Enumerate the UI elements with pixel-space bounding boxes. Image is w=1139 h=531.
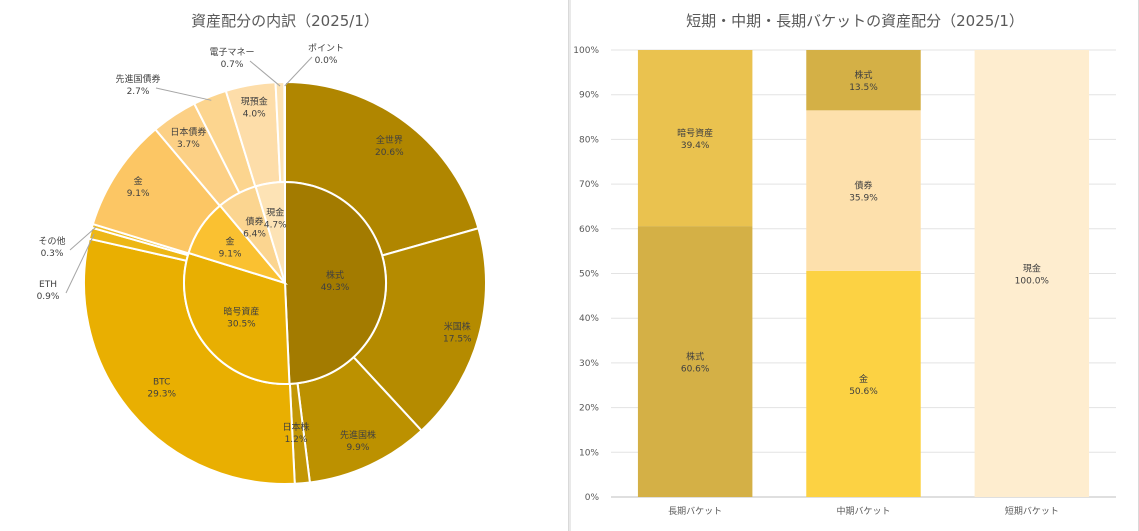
outer-label-10: 現預金: [241, 96, 268, 108]
y-tick-5: 50%: [579, 270, 599, 280]
doughnut-chart-panel: 資産配分の内訳（2025/1） 株式 49.3% 暗号資産 30.5% 金 9.1% 債券 6…: [0, 0, 569, 531]
bar-seg-label-0-1: 暗号資産: [677, 127, 713, 139]
callout-line-12: [284, 56, 313, 87]
bar-seg-label-2-0: 現金: [1023, 263, 1041, 275]
outer-value-7: 9.1%: [127, 189, 150, 199]
bar-segment-0-0: [637, 226, 753, 498]
y-tick-10: 100%: [573, 46, 599, 56]
inner-value-3: 6.4%: [243, 230, 266, 240]
inner-label-2: 金: [226, 235, 235, 247]
callout-line-11: [249, 60, 281, 87]
y-tick-2: 20%: [579, 404, 599, 414]
outer-value-11: 0.7%: [221, 60, 244, 70]
outer-value-10: 4.0%: [243, 110, 266, 120]
bar-segment-1-0: [806, 270, 921, 497]
bar-segment-2-0: [974, 50, 1090, 497]
y-tick-6: 60%: [579, 225, 599, 235]
inner-slice-4: [254, 180, 286, 284]
x-tick-2: 短期バケット: [1005, 505, 1059, 517]
callout-line-5: [65, 233, 95, 294]
bar-seg-label-1-0: 金: [859, 373, 868, 385]
inner-value-0: 49.3%: [321, 283, 350, 293]
inner-label-0: 株式: [326, 269, 344, 281]
y-tick-9: 90%: [579, 91, 599, 101]
outer-label-9: 先進国債券: [115, 73, 160, 85]
y-tick-1: 10%: [579, 448, 599, 458]
outer-value-6: 0.3%: [41, 249, 64, 259]
bar-seg-value-0-0: 60.6%: [681, 365, 710, 375]
bar-segment-0-1: [637, 50, 753, 227]
y-tick-7: 70%: [579, 180, 599, 190]
outer-value-0: 20.6%: [375, 148, 404, 158]
inner-value-4: 4.7%: [264, 221, 287, 231]
x-tick-1: 中期バケット: [836, 505, 890, 517]
doughnut-chart: 資産配分の内訳（2025/1） 株式 49.3% 暗号資産 30.5% 金 9.1% 債券 6…: [37, 12, 487, 485]
outer-value-9: 2.7%: [127, 87, 150, 97]
bar-seg-label-1-1: 債券: [854, 180, 872, 192]
y-tick-3: 30%: [579, 359, 599, 369]
inner-slice-0: [284, 180, 387, 385]
y-tick-4: 40%: [579, 314, 599, 324]
bar-seg-value-1-0: 50.6%: [849, 387, 878, 397]
inner-value-1: 30.5%: [227, 320, 256, 330]
bar-seg-value-0-1: 39.4%: [681, 141, 710, 151]
outer-label-7: 金: [134, 175, 143, 187]
bar-segment-1-2: [806, 50, 921, 111]
outer-label-8: 日本債券: [170, 126, 206, 138]
bar-seg-value-1-1: 35.9%: [849, 194, 878, 204]
inner-label-4: 現金: [266, 207, 284, 219]
stacked-bar-chart: 短期・中期・長期バケットの資産配分（2025/1） 0% 10% 20% 30% 40%…: [573, 12, 1116, 517]
bar-seg-value-1-2: 13.5%: [849, 83, 878, 93]
bar-chart-title: 短期・中期・長期バケットの資産配分（2025/1）: [686, 12, 1024, 30]
outer-value-12: 0.0%: [315, 56, 338, 66]
outer-label-3: 日本株: [282, 421, 309, 433]
outer-value-1: 17.5%: [443, 334, 472, 344]
outer-label-2: 先進国株: [340, 429, 376, 441]
y-tick-0: 0%: [585, 493, 600, 503]
bar-seg-label-0-0: 株式: [686, 351, 704, 363]
inner-slice-1: [183, 251, 291, 385]
outer-label-12: ポイント: [308, 43, 344, 54]
outer-slice-12: [283, 80, 286, 184]
bar-segment-1-1: [806, 110, 921, 271]
inner-value-2: 9.1%: [219, 249, 242, 259]
outer-label-5: ETH: [39, 280, 57, 290]
outer-value-2: 9.9%: [347, 443, 370, 453]
outer-label-1: 米国株: [444, 320, 471, 332]
bar-seg-value-2-0: 100.0%: [1015, 277, 1050, 287]
callout-line-9: [155, 87, 212, 101]
bar-seg-label-1-2: 株式: [854, 69, 872, 81]
y-tick-8: 80%: [579, 135, 599, 145]
pie-chart-title: 資産配分の内訳（2025/1）: [191, 12, 379, 30]
outer-label-11: 電子マネー: [209, 47, 254, 58]
outer-label-4: BTC: [153, 378, 170, 388]
outer-value-5: 0.9%: [37, 292, 60, 302]
callout-line-6: [69, 226, 97, 251]
inner-label-1: 暗号資産: [223, 306, 259, 318]
inner-label-3: 債券: [246, 216, 264, 228]
stacked-bar-chart-panel: 短期・中期・長期バケットの資産配分（2025/1） 0% 10% 20% 30% 40%…: [571, 0, 1139, 531]
outer-label-0: 全世界: [376, 134, 403, 146]
outer-value-4: 29.3%: [147, 390, 176, 400]
x-tick-0: 長期バケット: [668, 506, 722, 517]
outer-label-6: その他: [38, 235, 65, 247]
outer-value-8: 3.7%: [177, 140, 200, 150]
outer-value-3: 1.2%: [285, 435, 308, 445]
